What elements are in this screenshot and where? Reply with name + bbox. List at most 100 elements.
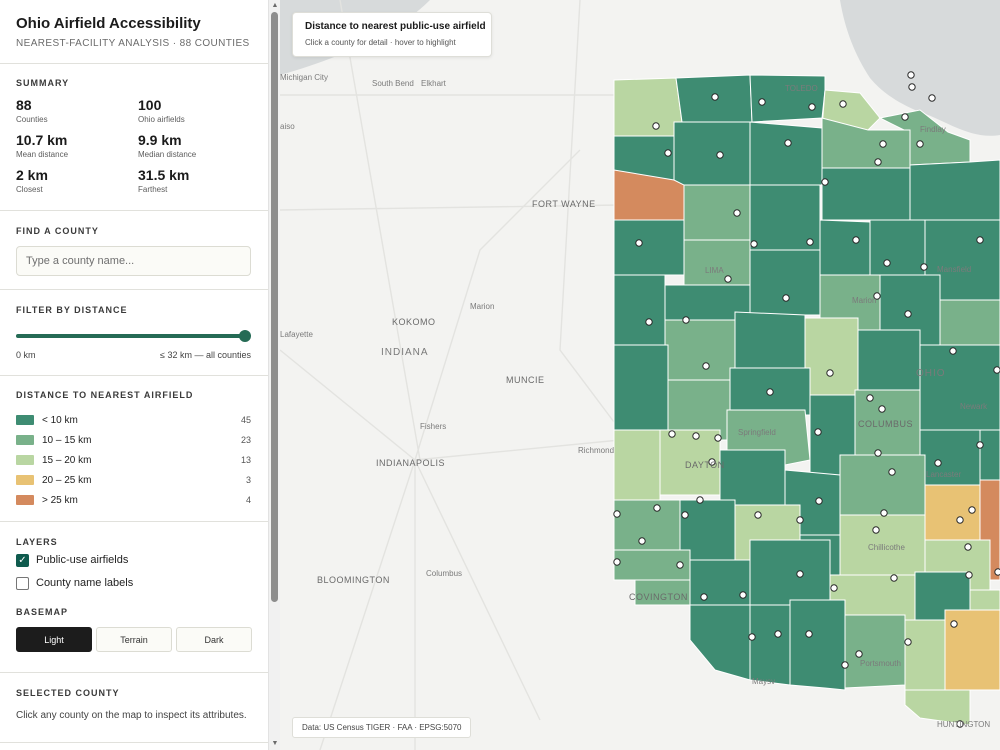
county-polygon[interactable]	[734, 311, 806, 376]
airfield-marker[interactable]	[806, 238, 814, 246]
airfield-marker[interactable]	[754, 511, 762, 519]
county-polygon[interactable]	[749, 604, 791, 686]
county-polygon[interactable]	[804, 317, 859, 396]
county-polygon[interactable]	[904, 689, 971, 726]
airfield-marker[interactable]	[702, 362, 710, 370]
county-labels-toggle[interactable]: County name labels	[16, 573, 252, 593]
airfield-marker[interactable]	[907, 71, 915, 79]
county-search-input[interactable]	[16, 246, 251, 276]
airfield-marker[interactable]	[682, 316, 690, 324]
airfield-marker[interactable]	[874, 449, 882, 457]
airfield-marker[interactable]	[920, 263, 928, 271]
county-polygon[interactable]	[819, 219, 871, 276]
airfield-marker[interactable]	[949, 347, 957, 355]
airfield-marker[interactable]	[748, 633, 756, 641]
airfield-marker[interactable]	[664, 149, 672, 157]
county-polygon[interactable]	[821, 167, 911, 221]
airfield-marker[interactable]	[733, 209, 741, 217]
airfield-marker[interactable]	[708, 458, 716, 466]
county-polygon[interactable]	[613, 219, 685, 276]
airfield-marker[interactable]	[839, 100, 847, 108]
county-polygon[interactable]	[749, 249, 821, 316]
county-polygon[interactable]	[924, 484, 981, 546]
airfield-marker[interactable]	[890, 574, 898, 582]
airfield-marker[interactable]	[872, 526, 880, 534]
scrollbar-thumb[interactable]	[271, 12, 278, 602]
airfield-marker[interactable]	[916, 140, 924, 148]
county-polygon[interactable]	[689, 604, 751, 681]
county-polygon[interactable]	[919, 344, 1000, 431]
county-polygon[interactable]	[904, 619, 946, 691]
airfield-marker[interactable]	[976, 236, 984, 244]
county-polygon[interactable]	[821, 117, 911, 169]
airfield-marker[interactable]	[796, 516, 804, 524]
county-polygon[interactable]	[909, 159, 1000, 221]
county-labels-checkbox[interactable]	[16, 576, 29, 590]
airfield-marker[interactable]	[965, 571, 973, 579]
airfield-marker[interactable]	[613, 510, 621, 518]
county-polygon[interactable]	[857, 329, 921, 391]
airfield-marker[interactable]	[879, 140, 887, 148]
airfield-marker[interactable]	[880, 509, 888, 517]
airfield-marker[interactable]	[830, 584, 838, 592]
airfield-marker[interactable]	[653, 504, 661, 512]
map-canvas[interactable]	[280, 0, 1000, 750]
scroll-down-icon[interactable]: ▼	[271, 740, 279, 747]
county-polygon[interactable]	[749, 539, 831, 606]
airfield-marker[interactable]	[692, 432, 700, 440]
county-polygon[interactable]	[683, 239, 751, 291]
airfield-marker[interactable]	[866, 394, 874, 402]
distance-slider[interactable]	[16, 329, 251, 343]
airfield-marker[interactable]	[956, 516, 964, 524]
airfield-marker[interactable]	[994, 568, 1000, 576]
airfield-marker[interactable]	[878, 405, 886, 413]
airfield-marker[interactable]	[652, 122, 660, 130]
airfield-marker[interactable]	[993, 366, 1000, 374]
slider-track[interactable]	[16, 334, 246, 338]
airfield-marker[interactable]	[714, 434, 722, 442]
airfield-marker[interactable]	[855, 650, 863, 658]
airfield-points[interactable]	[613, 71, 1000, 728]
basemap-terrain-button[interactable]: Terrain	[96, 627, 172, 652]
county-polygon[interactable]	[844, 614, 906, 689]
slider-handle[interactable]	[239, 330, 251, 342]
county-choropleth[interactable]	[613, 74, 1000, 726]
airfield-marker[interactable]	[635, 239, 643, 247]
airfield-marker[interactable]	[841, 661, 849, 669]
airfield-marker[interactable]	[934, 459, 942, 467]
airfield-marker[interactable]	[815, 497, 823, 505]
county-polygon[interactable]	[673, 121, 751, 186]
airfield-marker[interactable]	[964, 543, 972, 551]
airfield-marker[interactable]	[901, 113, 909, 121]
county-polygon[interactable]	[613, 344, 669, 431]
airfield-marker[interactable]	[814, 428, 822, 436]
airfield-marker[interactable]	[888, 468, 896, 476]
airfields-checkbox[interactable]: ✓	[16, 553, 29, 567]
airfield-marker[interactable]	[956, 720, 964, 728]
sidebar-scrollbar[interactable]: ▲ ▼	[268, 0, 280, 750]
airfield-marker[interactable]	[676, 561, 684, 569]
county-polygon[interactable]	[789, 599, 846, 691]
airfield-marker[interactable]	[739, 591, 747, 599]
airfield-marker[interactable]	[784, 139, 792, 147]
county-polygon[interactable]	[944, 609, 1000, 691]
airfield-marker[interactable]	[796, 570, 804, 578]
county-polygon[interactable]	[613, 499, 681, 551]
county-polygon[interactable]	[613, 429, 661, 501]
airfield-marker[interactable]	[928, 94, 936, 102]
airfield-marker[interactable]	[968, 506, 976, 514]
county-polygon[interactable]	[869, 219, 926, 276]
airfield-marker[interactable]	[696, 496, 704, 504]
airfield-marker[interactable]	[873, 292, 881, 300]
airfield-marker[interactable]	[821, 178, 829, 186]
airfield-marker[interactable]	[758, 98, 766, 106]
basemap-dark-button[interactable]: Dark	[176, 627, 252, 652]
airfield-marker[interactable]	[724, 275, 732, 283]
airfield-marker[interactable]	[700, 593, 708, 601]
airfield-marker[interactable]	[908, 83, 916, 91]
airfield-marker[interactable]	[766, 388, 774, 396]
county-polygon[interactable]	[664, 319, 736, 381]
airfield-marker[interactable]	[904, 638, 912, 646]
airfield-marker[interactable]	[774, 630, 782, 638]
airfield-marker[interactable]	[883, 259, 891, 267]
